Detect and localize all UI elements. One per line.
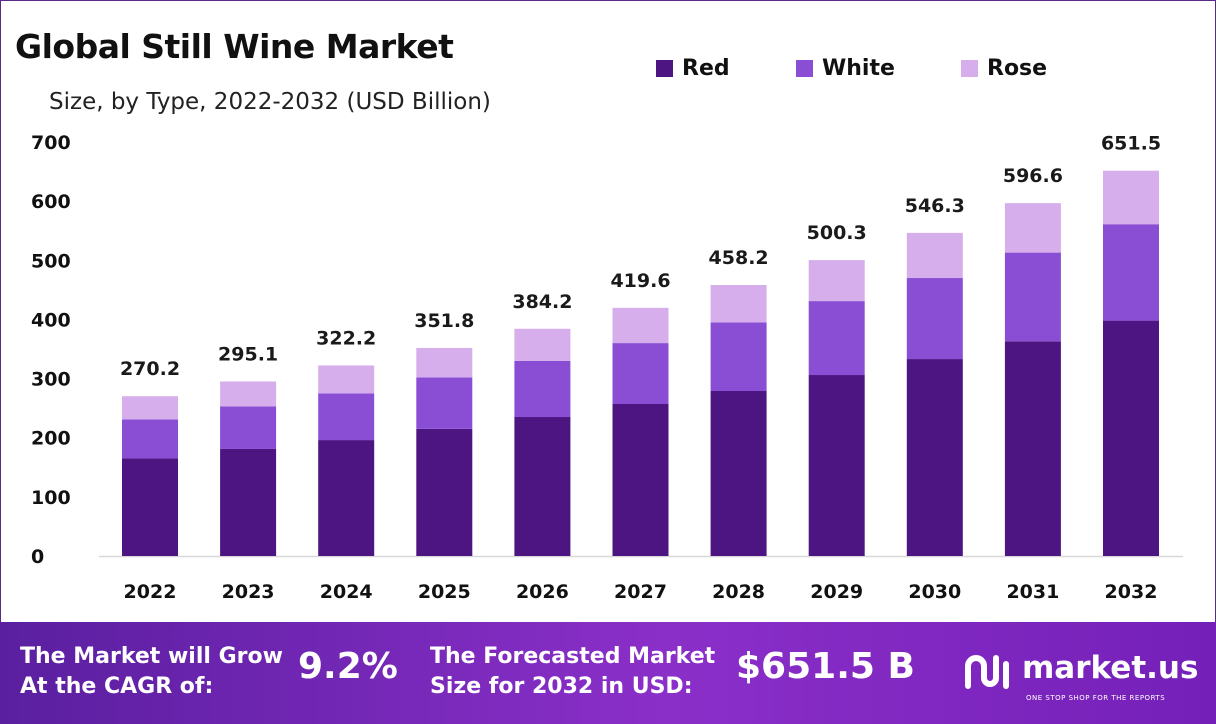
x-tick-label: 2026 — [516, 581, 569, 603]
y-tick-label: 200 — [31, 428, 71, 450]
bar-total-label: 458.2 — [709, 247, 769, 269]
x-tick-label: 2028 — [712, 581, 765, 603]
x-tick-label: 2031 — [1006, 581, 1059, 603]
bar-total-label: 596.6 — [1003, 165, 1063, 187]
legend-item-rose: Rose — [961, 56, 1047, 81]
bar-total-label: 384.2 — [512, 291, 572, 313]
bar-segment-rose — [808, 260, 865, 302]
chart-title: Global Still Wine Market — [15, 27, 454, 66]
bar-segment-red — [1004, 341, 1061, 556]
bar-segment-red — [416, 428, 473, 556]
bar-segment-white — [1103, 224, 1159, 321]
bar-segment-rose — [220, 381, 277, 407]
y-tick-label: 300 — [31, 369, 71, 391]
bar-segment-red — [220, 448, 277, 556]
forecast-label-line2: Size for 2032 in USD: — [430, 674, 693, 699]
bar-segment-white — [514, 360, 571, 418]
stacked-bar-chart: 0 100 200 300 400 500 600 700 270.2 2022 295.1 2023… — [31, 132, 1183, 603]
bar-segment-rose — [906, 232, 963, 279]
bar-segment-rose — [1004, 203, 1061, 253]
bar-total-label: 270.2 — [120, 358, 180, 380]
cagr-label-line2: At the CAGR of: — [20, 674, 214, 699]
bar-total-label: 351.8 — [414, 310, 474, 332]
bar-total-label: 322.2 — [316, 327, 376, 349]
bar-segment-white — [416, 377, 473, 429]
bar-segment-rose — [122, 396, 178, 420]
bar-segment-rose — [318, 365, 375, 394]
legend-swatch-rose — [961, 60, 978, 77]
legend-item-red: Red — [656, 56, 730, 81]
x-tick-label: 2025 — [418, 581, 471, 603]
market-us-logo-icon — [965, 655, 1009, 689]
bar-segment-white — [122, 419, 178, 459]
bar-total-label: 419.6 — [610, 270, 670, 292]
x-tick-label: 2022 — [124, 581, 177, 603]
x-tick-label: 2029 — [810, 581, 863, 603]
y-tick-label: 100 — [31, 487, 71, 509]
forecast-label-line1: The Forecasted Market — [430, 644, 716, 669]
bar-segment-white — [1004, 252, 1061, 342]
footer-banner: The Market will Grow At the CAGR of: 9.2… — [0, 622, 1216, 724]
y-tick-label: 400 — [31, 309, 71, 331]
brand-name: market.us — [1022, 650, 1199, 686]
bar-segment-red — [906, 359, 963, 556]
bar-segment-red — [612, 404, 669, 556]
bar-segment-red — [1103, 320, 1159, 556]
bar-segment-rose — [612, 307, 669, 344]
bar-segment-red — [318, 440, 375, 556]
bar-total-label: 295.1 — [218, 343, 278, 365]
legend-label-rose: Rose — [987, 56, 1048, 81]
bar-segment-red — [808, 375, 865, 556]
bar-segment-white — [220, 406, 277, 449]
bar-segment-rose — [514, 328, 571, 361]
cagr-label-line1: The Market will Grow — [20, 644, 283, 669]
brand-tagline: ONE STOP SHOP FOR THE REPORTS — [1026, 694, 1166, 702]
bar-total-label: 651.5 — [1101, 133, 1161, 155]
x-tick-label: 2030 — [908, 581, 961, 603]
bar-total-label: 546.3 — [905, 195, 965, 217]
bar-total-label: 500.3 — [807, 222, 867, 244]
x-tick-label: 2027 — [614, 581, 667, 603]
cagr-label: The Market will Grow At the CAGR of: — [20, 642, 283, 702]
cagr-value: 9.2% — [298, 646, 398, 687]
bar-segment-white — [710, 322, 767, 391]
x-tick-label: 2032 — [1105, 581, 1158, 603]
bar-segment-rose — [416, 347, 473, 378]
legend-swatch-red — [656, 60, 673, 77]
chart-subtitle: Size, by Type, 2022-2032 (USD Billion) — [49, 89, 491, 115]
bar-segment-red — [710, 390, 767, 556]
bar-segment-white — [906, 278, 963, 360]
bar-segment-white — [318, 393, 375, 441]
bar-segment-white — [808, 301, 865, 376]
bar-segment-white — [612, 343, 669, 405]
bar-segment-rose — [710, 285, 767, 323]
legend-label-red: Red — [682, 56, 730, 81]
x-tick-label: 2023 — [222, 581, 275, 603]
legend-swatch-white — [796, 60, 813, 77]
brand-logo[interactable]: market.us ONE STOP SHOP FOR THE REPORTS — [962, 646, 1198, 706]
y-tick-label: 700 — [31, 132, 71, 154]
legend-label-white: White — [822, 56, 895, 81]
forecast-value: $651.5 B — [736, 646, 915, 687]
bar-segment-rose — [1103, 170, 1159, 225]
forecast-label: The Forecasted Market Size for 2032 in U… — [430, 642, 715, 702]
y-tick-label: 600 — [31, 191, 71, 213]
bar-segment-red — [514, 417, 571, 556]
legend-item-white: White — [796, 56, 895, 81]
y-tick-label: 0 — [31, 546, 44, 568]
y-tick-label: 500 — [31, 250, 71, 272]
bar-segment-red — [122, 458, 178, 556]
x-tick-label: 2024 — [320, 581, 373, 603]
